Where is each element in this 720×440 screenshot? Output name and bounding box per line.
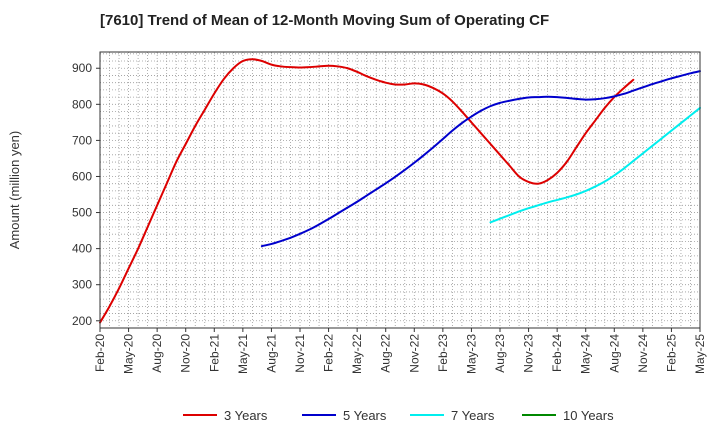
x-tick-label: Nov-24: [636, 334, 650, 373]
series-layer: [99, 58, 701, 324]
x-tick-label: Nov-23: [522, 334, 536, 373]
x-tick-label: Aug-22: [379, 334, 393, 373]
y-tick-label: 900: [72, 61, 92, 75]
y-tick-label: 800: [72, 97, 92, 111]
series-line-3-years: [99, 58, 635, 324]
x-tick-label: May-25: [693, 334, 707, 374]
x-tick-label: Feb-21: [207, 334, 221, 372]
x-tick-label: Aug-21: [264, 334, 278, 373]
x-tick-labels: Feb-20 May-20 Aug-20 Nov-20 Feb-21 May-21 Aug-…: [93, 328, 707, 374]
legend-label-3-years: 3 Years: [224, 408, 268, 423]
x-tick-label: Feb-22: [322, 334, 336, 372]
x-tick-label: May-20: [122, 334, 136, 374]
x-tick-label: Aug-23: [493, 334, 507, 373]
x-tick-label: May-22: [350, 334, 364, 374]
series-line-5-years: [260, 70, 701, 248]
legend-label-7-years: 7 Years: [451, 408, 495, 423]
legend-label-10-years: 10 Years: [563, 408, 614, 423]
plot-background: [100, 52, 700, 328]
y-tick-label: 200: [72, 314, 92, 328]
plot-frame: [99, 51, 701, 329]
y-tick-label: 400: [72, 242, 92, 256]
y-axis-label: Amount (million yen): [7, 131, 22, 250]
x-tick-label: Nov-21: [293, 334, 307, 373]
y-tick-label: 300: [72, 278, 92, 292]
x-tick-label: Feb-24: [550, 334, 564, 372]
y-tick-labels: 200 300 400 500 600 700 800 900: [72, 61, 100, 328]
x-tick-label: May-24: [579, 334, 593, 374]
x-tick-label: Aug-24: [607, 334, 621, 373]
x-tick-label: May-23: [464, 334, 478, 374]
x-tick-label: Feb-20: [93, 334, 107, 372]
y-tick-label: 600: [72, 169, 92, 183]
x-tick-label: May-21: [236, 334, 250, 374]
x-tick-label: Aug-20: [150, 334, 164, 373]
legend-label-5-years: 5 Years: [343, 408, 387, 423]
x-tick-label: Feb-25: [664, 334, 678, 372]
x-tick-label: Feb-23: [436, 334, 450, 372]
chart-title: [7610] Trend of Mean of 12-Month Moving …: [100, 12, 550, 29]
legend: 3 Years 5 Years 7 Years 10 Years: [183, 408, 614, 423]
series-line-7-years: [489, 106, 701, 224]
y-tick-label: 500: [72, 206, 92, 220]
x-tick-label: Nov-22: [407, 334, 421, 373]
y-tick-label: 700: [72, 133, 92, 147]
x-tick-label: Nov-20: [179, 334, 193, 373]
